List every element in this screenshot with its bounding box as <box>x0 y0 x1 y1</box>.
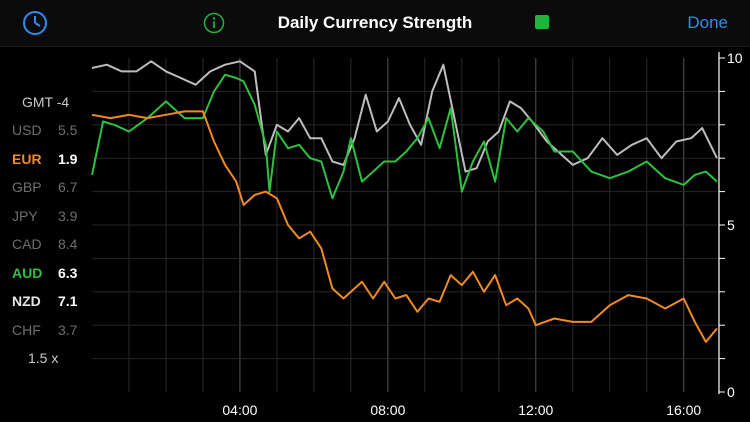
clock-icon[interactable] <box>22 10 48 36</box>
y-tick-label: 0 <box>727 384 735 400</box>
currency-value: 3.7 <box>58 321 78 338</box>
currency-row-cad[interactable]: CAD 8.4 <box>12 236 92 256</box>
currency-code: AUD <box>12 264 43 281</box>
currency-row-gbp[interactable]: GBP 6.7 <box>12 179 92 199</box>
zoom-level[interactable]: 1.5 x <box>28 350 59 366</box>
currency-code: USD <box>12 122 42 138</box>
currency-value: 6.7 <box>58 179 78 195</box>
series-line-aud <box>91 73 718 200</box>
series-line-eur <box>91 110 718 343</box>
timezone-label: GMT -4 <box>22 94 70 110</box>
currency-value: 7.1 <box>58 293 78 309</box>
currency-code: CAD <box>12 236 42 252</box>
x-tick-label: 04:00 <box>222 402 257 418</box>
currency-code: NZD <box>12 293 41 309</box>
currency-code: CHF <box>12 321 41 338</box>
color-swatch-button[interactable] <box>535 15 549 29</box>
currency-row-jpy[interactable]: JPY 3.9 <box>12 208 92 228</box>
done-button[interactable]: Done <box>687 13 728 32</box>
currency-row-usd[interactable]: USD 5.5 <box>12 122 92 142</box>
x-tick-label: 16:00 <box>666 402 701 418</box>
currency-value: 6.3 <box>58 264 78 281</box>
x-tick-label: 12:00 <box>518 402 553 418</box>
currency-value: 8.4 <box>58 236 78 252</box>
currency-value: 1.9 <box>58 150 78 167</box>
currency-code: JPY <box>12 207 38 224</box>
currency-value: 3.9 <box>58 207 78 224</box>
currency-code: GBP <box>12 179 42 195</box>
info-icon[interactable] <box>203 12 225 34</box>
currency-row-chf[interactable]: CHF 3.7 <box>12 322 92 342</box>
currency-row-eur[interactable]: EUR 1.9 <box>12 151 92 171</box>
currency-code: EUR <box>12 150 42 167</box>
y-tick-label: 10 <box>727 50 743 66</box>
currency-value: 5.5 <box>58 122 78 138</box>
currency-row-nzd[interactable]: NZD 7.1 <box>12 293 92 313</box>
x-tick-label: 08:00 <box>370 402 405 418</box>
series-line-nzd <box>91 60 718 173</box>
y-tick-label: 5 <box>727 217 735 233</box>
currency-row-aud[interactable]: AUD 6.3 <box>12 265 92 285</box>
